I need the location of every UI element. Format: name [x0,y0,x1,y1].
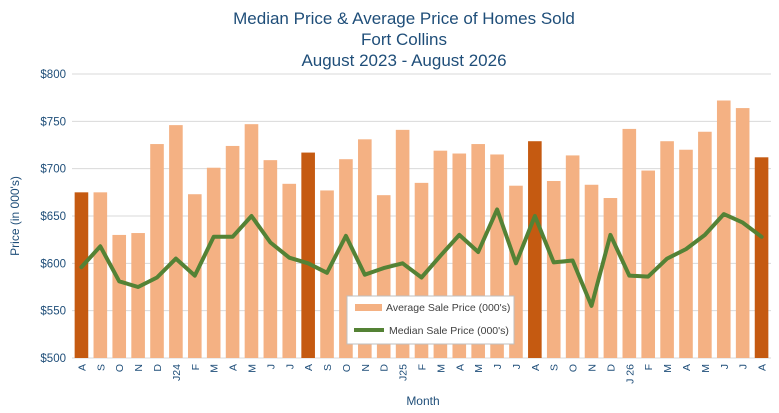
bar [584,184,599,358]
x-tick-label: S [322,364,334,371]
bar [622,128,637,358]
bar [754,157,769,358]
x-tick-label: J25 [398,364,410,381]
bar [206,167,221,358]
bar [660,141,674,358]
bar [735,108,750,358]
bar [698,131,712,358]
y-tick-label: $550 [40,306,66,318]
y-tick-label: $800 [40,69,66,81]
x-tick-label: M [473,364,485,373]
x-tick-label: A [530,364,542,371]
x-tick-label: O [568,364,580,372]
x-tick-label: F [190,364,202,370]
chart-title-line-1: Median Price & Average Price of Homes So… [233,9,575,28]
x-tick-label: M [209,364,221,373]
chart-title-line-3: August 2023 - August 2026 [301,51,506,70]
x-tick-label: M [246,364,258,373]
x-tick-label: F [417,364,429,370]
y-tick-label: $500 [40,353,66,365]
bar [679,149,693,358]
x-tick-label: J [738,364,750,369]
x-tick-label: J 26 [624,364,636,384]
x-tick-label: A [303,364,315,371]
x-tick-label: D [605,364,617,372]
bar [565,155,580,358]
y-tick-label: $600 [40,258,66,270]
bar [282,183,297,358]
x-tick-label: O [341,364,353,372]
bar [244,124,259,358]
x-tick-label: J24 [171,364,183,381]
x-tick-label: N [587,364,599,372]
x-tick-label: D [379,364,391,372]
x-tick-label: J [265,364,277,369]
y-tick-label: $750 [40,116,66,128]
bar [263,160,278,358]
x-axis-label: Month [406,394,439,408]
x-tick-label: J [719,364,731,369]
chart-title-line-2: Fort Collins [361,30,447,49]
x-tick-label: F [643,364,655,370]
x-tick-label: J [284,364,296,369]
bar [150,144,164,358]
y-axis-label: Price (in 000's) [8,176,22,256]
legend-swatch-average [355,304,382,311]
bar [301,152,315,358]
legend-label-median: Median Sale Price (000's) [389,325,509,337]
bar [112,234,127,358]
x-tick-label: A [454,364,466,371]
x-tick-label: A [757,364,769,371]
line-series [79,207,764,308]
median-line [79,207,764,308]
x-tick-label: D [152,364,164,372]
x-tick-label: J [492,364,504,369]
bar [225,145,240,358]
bar [169,125,183,359]
x-tick-label: M [435,364,447,373]
legend: Average Sale Price (000's) Median Sale P… [346,295,515,345]
x-tick-label: S [95,364,107,371]
x-tick-label: A [228,364,240,371]
x-tick-label: M [700,364,712,373]
y-axis-ticks: $500 $550 $600 $650 $700 $750 $800 [40,69,66,365]
y-tick-label: $700 [40,164,66,176]
legend-label-average: Average Sale Price (000's) [386,302,510,314]
bar [603,198,618,358]
bar [528,141,542,358]
chart-title: Median Price & Average Price of Homes So… [233,9,575,70]
bar [546,180,561,358]
x-tick-label: N [360,364,372,372]
x-tick-label: J [511,364,523,369]
x-axis-ticks: A S O N D J24 F M A M J J A S O N D J25 F M A M J J A S O N D J 26 F M A… [76,364,768,384]
x-tick-label: S [549,364,561,371]
bar [93,192,108,358]
x-tick-label: A [76,364,88,371]
x-tick-label: N [133,364,145,372]
bar [641,170,656,358]
x-tick-label: O [114,364,126,372]
bar [131,233,145,358]
x-tick-label: A [681,364,693,371]
y-tick-label: $650 [40,211,66,223]
x-tick-label: M [662,364,674,373]
bar [716,100,731,359]
bar [74,192,89,358]
